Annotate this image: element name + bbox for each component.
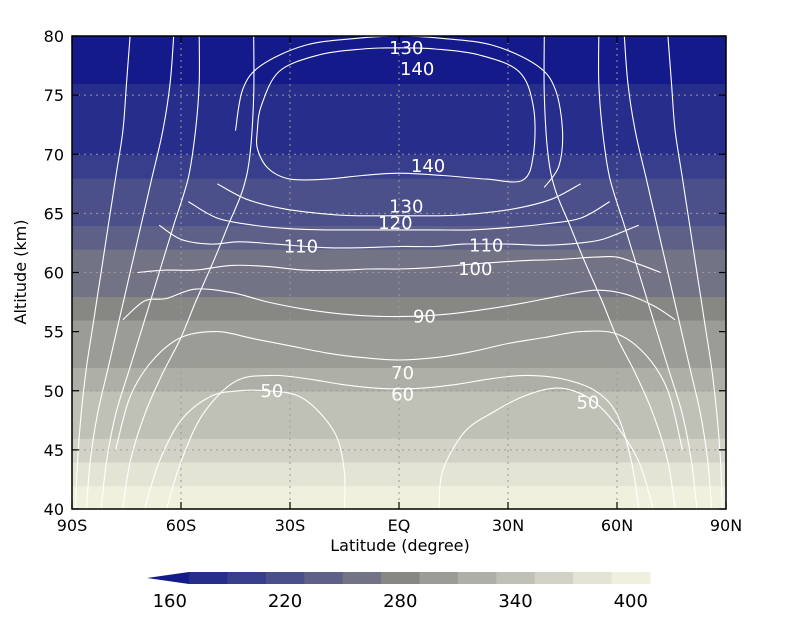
contour-label: 130 [389, 196, 423, 217]
shading-band [72, 485, 726, 509]
contour-label: 50 [260, 381, 283, 402]
colorbar: 160 220 280 340 400 [147, 572, 651, 612]
contour-label: 70 [391, 363, 414, 384]
colorbar-swatch [534, 572, 574, 584]
contour-label: 130 [389, 38, 423, 59]
colorbar-tick-label: 160 [153, 591, 187, 612]
y-tick-label: 75 [44, 86, 64, 105]
colorbar-tick-label: 280 [383, 591, 417, 612]
contour-label: 110 [284, 236, 318, 257]
colorbar-swatch [419, 572, 459, 584]
contour-label: 90 [413, 306, 436, 327]
x-tick-label: EQ [388, 516, 411, 535]
colorbar-swatch [457, 572, 497, 584]
y-axis-label: Altitude (km) [11, 220, 30, 325]
contour-line-50 [597, 36, 698, 509]
x-tick-label: 60N [601, 516, 633, 535]
contour-line-140 [255, 47, 536, 183]
y-tick-label: 40 [44, 500, 64, 519]
x-tick-label: 60S [166, 516, 197, 535]
contour-label: 100 [458, 259, 492, 280]
x-axis-ticks: 90S 60S 30S EQ 30N 60N 90N [57, 36, 742, 535]
contour-line-120 [188, 201, 610, 231]
colorbar-swatch [227, 572, 267, 584]
colorbar-swatch [304, 572, 344, 584]
contour-line-50 [438, 387, 654, 509]
contour-label: 140 [411, 156, 445, 177]
grid-lines [72, 36, 726, 509]
contour-line-50 [75, 36, 131, 509]
contour-line-80 [122, 288, 676, 321]
contour-line-50 [122, 36, 255, 509]
x-axis-label: Latitude (degree) [330, 536, 470, 555]
y-tick-label: 55 [44, 323, 64, 342]
contour-label: 140 [400, 59, 434, 80]
y-tick-label: 50 [44, 382, 64, 401]
colorbar-swatch [611, 572, 651, 584]
contour-line-60 [165, 374, 640, 509]
y-tick-label: 45 [44, 441, 64, 460]
colorbar-swatch [265, 572, 305, 584]
colorbar-tick-label: 220 [268, 591, 302, 612]
colorbar-swatch [189, 572, 228, 584]
y-tick-label: 80 [44, 27, 64, 46]
contour-line-90 [137, 255, 661, 274]
contour-line-50 [667, 36, 723, 509]
colorbar-swatch [381, 572, 420, 584]
shading-band [72, 461, 726, 487]
contour-label: 50 [576, 393, 599, 414]
x-tick-label: 30S [275, 516, 306, 535]
y-tick-label: 70 [44, 145, 64, 164]
colorbar-swatch [342, 572, 382, 584]
x-tick-label: 90S [57, 516, 88, 535]
x-tick-label: 30N [492, 516, 524, 535]
colorbar-swatch [496, 572, 536, 584]
contour-lines [75, 36, 723, 509]
contour-line-50 [543, 36, 676, 509]
x-tick-label: 90N [710, 516, 742, 535]
contour-line-130 [234, 36, 564, 188]
contour-line-110 [158, 224, 640, 249]
contour-line-70 [115, 330, 683, 451]
colorbar-tick-label: 400 [614, 591, 648, 612]
shading-band [72, 319, 726, 345]
colorbar-extend-arrow [147, 572, 189, 584]
y-axis-ticks: 40 45 50 55 60 65 70 75 80 [44, 27, 726, 519]
y-tick-label: 60 [44, 264, 64, 283]
contour-line-130 [217, 183, 581, 217]
contour-line-50 [623, 36, 713, 509]
y-tick-label: 65 [44, 204, 64, 223]
colorbar-tick-label: 340 [498, 591, 532, 612]
contour-line-50 [144, 389, 346, 509]
contour-label: 120 [378, 213, 412, 234]
contour-label: 110 [469, 235, 503, 256]
colorbar-swatch [573, 572, 613, 584]
contour-line-50 [85, 36, 175, 509]
contour-line-50 [100, 36, 201, 509]
shading-band [72, 59, 726, 85]
contour-label: 60 [391, 384, 414, 405]
